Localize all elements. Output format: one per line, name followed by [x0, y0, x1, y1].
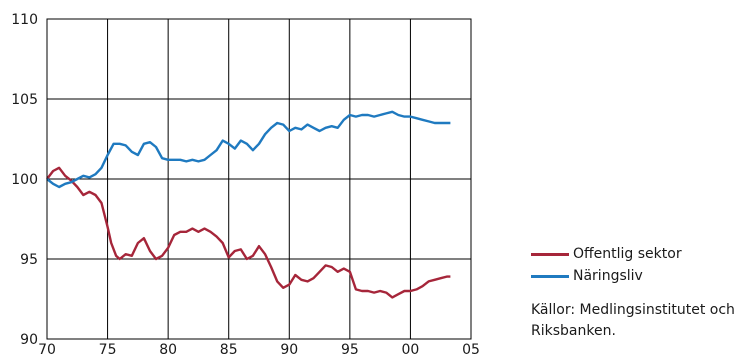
x-tick-label: 80	[159, 342, 177, 358]
legend-label-offentlig-sektor: Offentlig sektor	[573, 246, 682, 262]
y-tick-label: 100	[11, 172, 38, 188]
legend-swatch-offentlig-sektor	[531, 252, 569, 256]
series-line	[46, 110, 451, 189]
y-tick-label: 95	[20, 252, 38, 268]
legend-item-naringsliv: Näringsliv	[531, 265, 682, 287]
y-tick-label: 105	[11, 92, 38, 108]
legend-item-offentlig-sektor: Offentlig sektor	[531, 243, 682, 265]
x-tick-label: 85	[220, 342, 238, 358]
legend-swatch-naringsliv	[531, 274, 569, 278]
series-line	[46, 166, 451, 299]
source-note: Källor: Medlingsinstitutet och Riksbanke…	[531, 302, 735, 339]
grid	[47, 19, 471, 339]
x-tick-label: 00	[402, 342, 420, 358]
x-tick-label: 75	[99, 342, 117, 358]
legend-label-naringsliv: Näringsliv	[573, 268, 643, 284]
x-axis-tick-labels: 70 75 80 85 90 95 00 05	[38, 342, 480, 358]
legend: Offentlig sektor Näringsliv	[531, 243, 682, 287]
series-lines	[46, 110, 451, 299]
y-tick-label: 90	[20, 332, 38, 348]
y-tick-label: 110	[11, 12, 38, 28]
plot-frame	[46, 18, 472, 340]
x-tick-label: 70	[38, 342, 56, 358]
x-tick-label: 05	[462, 342, 480, 358]
x-tick-label: 90	[280, 342, 298, 358]
x-tick-label: 95	[341, 342, 359, 358]
y-axis-tick-labels: 90 95 100 105 110	[11, 12, 38, 348]
